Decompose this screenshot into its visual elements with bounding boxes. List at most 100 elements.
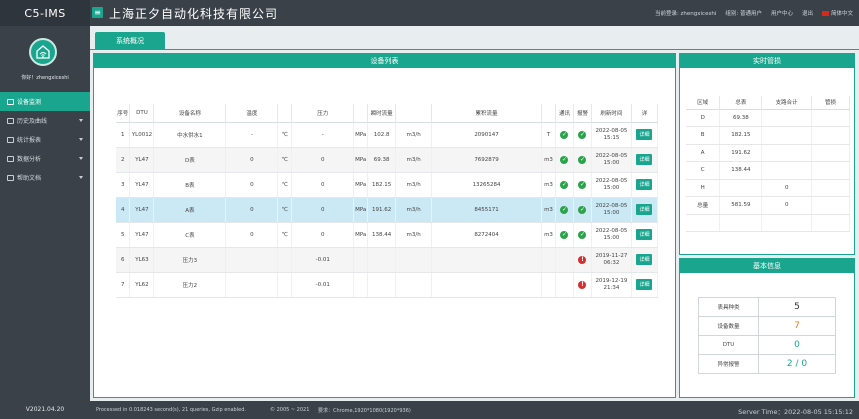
tab-overview[interactable]: 系统概况 xyxy=(95,32,165,50)
detail-button[interactable]: 详细 xyxy=(636,254,653,265)
table-row[interactable]: 3 YL47 B表 0 ℃ 0 MPa 182.15 m3/h 13265284 m3 ✓ ✓ 2022-… xyxy=(116,172,659,198)
table-row[interactable]: 2 YL47 D表 0 ℃ 0 MPa 69.38 m3/h 7692879 m3 ✓ ✓ 2022-08… xyxy=(116,147,659,173)
chevron-down-icon xyxy=(79,138,83,141)
table-row[interactable]: 6 YL63 压力3 -0.01! 2019-11-27 06:32 详细 xyxy=(116,247,659,273)
device-column-header: DTU xyxy=(129,104,155,123)
detail-button[interactable]: 详细 xyxy=(636,279,653,290)
device-cell-total: 2090147 xyxy=(431,122,542,148)
table-row: A 191.62 xyxy=(686,144,850,162)
language-select[interactable]: 简体中文 xyxy=(821,9,853,17)
realtime-cell xyxy=(719,214,763,232)
device-column-header: 累积流量 xyxy=(431,104,542,123)
device-cell-comm: ✓ xyxy=(555,147,574,173)
info-label: 设备数量 xyxy=(698,316,759,336)
table-row[interactable]: 5 YL47 C表 0 ℃ 0 MPa 138.44 m3/h 8272404 m3 ✓ ✓ 2022-0… xyxy=(116,222,659,248)
device-cell-no: 5 xyxy=(116,222,131,248)
device-cell-dtu: YL47 xyxy=(129,172,155,198)
device-cell-alarm: ✓ xyxy=(573,222,592,248)
status-ok-icon: ✓ xyxy=(578,205,587,214)
device-cell-dtu: YL47 xyxy=(129,147,155,173)
realtime-cell xyxy=(811,126,850,145)
detail-button[interactable]: 详细 xyxy=(636,129,653,140)
device-cell-name: 压力3 xyxy=(153,247,227,273)
status-ok-icon: ✓ xyxy=(560,130,569,139)
device-cell-detail: 详细 xyxy=(631,272,659,298)
sidebar-item-label: 历史及曲线 xyxy=(17,118,48,125)
refresh-date: 2019-12-19 xyxy=(595,277,628,284)
sidebar-item-device-monitor[interactable]: 设备监测 xyxy=(0,92,90,111)
device-cell-name: B表 xyxy=(153,172,227,198)
device-cell-temp-unit: ℃ xyxy=(277,147,293,173)
status-alarm-icon: ! xyxy=(578,280,587,289)
basic-info-table: 表具种类 5 设备数量 7 DTU 0 异常报警 2 / 0 xyxy=(698,297,836,374)
device-column-header: 通讯 xyxy=(555,104,574,123)
device-cell-flow-unit xyxy=(395,247,433,273)
realtime-cell xyxy=(761,126,813,145)
detail-button[interactable]: 详细 xyxy=(636,229,653,240)
report-icon xyxy=(7,136,14,143)
realtime-cell: 总量 xyxy=(686,196,721,215)
realtime-cell xyxy=(761,109,813,127)
device-cell-flow: 69.38 xyxy=(367,147,397,173)
device-cell-press-unit: MPa xyxy=(353,147,369,173)
detail-button[interactable]: 详细 xyxy=(636,154,653,165)
device-cell-no: 3 xyxy=(116,172,131,198)
table-row: C 138.44 xyxy=(686,161,850,180)
device-cell-name: D表 xyxy=(153,147,227,173)
realtime-column-header: 支路合计 xyxy=(761,96,813,110)
logout-link[interactable]: 退出 xyxy=(801,11,813,17)
device-list-title: 设备列表 xyxy=(94,54,675,68)
user-center-link[interactable]: 用户中心 xyxy=(770,11,793,17)
realtime-cell xyxy=(811,179,850,197)
device-cell-press-unit: MPa xyxy=(353,172,369,198)
info-row: 异常报警 2 / 0 xyxy=(698,354,836,374)
device-column-header: 序号 xyxy=(116,104,131,123)
device-cell-dtu: YL47 xyxy=(129,197,155,223)
realtime-column-header: 区域 xyxy=(686,96,721,110)
sidebar-item-help[interactable]: 帮助文档 xyxy=(0,168,90,187)
history-icon xyxy=(7,117,14,124)
table-row[interactable]: 1 YL0012 中水供水1- ℃ - MPa 102.8 m3/h 2090147 T ✓ ✓ 202… xyxy=(116,122,659,148)
detail-button[interactable]: 详细 xyxy=(636,179,653,190)
info-row: DTU 0 xyxy=(698,335,836,355)
detail-button[interactable]: 详细 xyxy=(636,204,653,215)
sidebar-item-reports[interactable]: 统计报表 xyxy=(0,130,90,149)
device-cell-name: 压力2 xyxy=(153,272,227,298)
realtime-cell: 138.44 xyxy=(719,161,763,180)
realtime-table-header: 区域 总表 支路合计 管损 xyxy=(686,96,850,110)
table-row[interactable]: 7 YL62 压力2 -0.01! 2019-12-19 21:34 详细 xyxy=(116,272,659,298)
device-cell-total-unit: T xyxy=(541,122,556,148)
table-row[interactable]: 4 YL47 A表 0 ℃ 0 MPa 191.62 m3/h 8455171 m3 ✓ ✓ 2022-0… xyxy=(116,197,659,223)
footer-processed: Processed in 0.018243 second(s), 21 quer… xyxy=(96,407,246,413)
info-label: 异常报警 xyxy=(698,354,759,374)
device-column-header: 刷新时间 xyxy=(591,104,632,123)
refresh-clock: 15:15 xyxy=(603,134,620,141)
device-cell-press: -0.01 xyxy=(291,247,355,273)
china-flag-icon xyxy=(821,11,829,16)
device-column-header xyxy=(277,104,293,123)
device-cell-press: 0 xyxy=(291,172,355,198)
device-cell-alarm: ✓ xyxy=(573,122,592,148)
device-cell-total: 8455171 xyxy=(431,197,542,223)
refresh-date: 2022-08-05 xyxy=(595,127,628,134)
info-value: 0 xyxy=(758,335,836,355)
device-cell-time: 2022-08-05 15:00 xyxy=(591,197,632,223)
footer-copyright: © 2005 ~ 2021 xyxy=(270,407,310,413)
device-cell-no: 1 xyxy=(116,122,131,148)
menu-toggle-button[interactable]: ≡ xyxy=(92,7,103,18)
device-list-panel: 设备列表 序号 DTU 设备名称 温度 压力 瞬时流量 累积流量 通讯 报警 刷新时间详 1 YL0… xyxy=(93,53,676,398)
sidebar-item-history[interactable]: 历史及曲线 xyxy=(0,111,90,130)
device-cell-temp-unit: ℃ xyxy=(277,122,293,148)
device-cell-flow-unit: m3/h xyxy=(395,122,433,148)
device-cell-flow-unit: m3/h xyxy=(395,147,433,173)
device-cell-temp xyxy=(225,272,279,298)
sidebar-item-analysis[interactable]: 数据分析 xyxy=(0,149,90,168)
tab-strip: 系统概况 xyxy=(90,26,859,50)
device-cell-detail: 详细 xyxy=(631,172,659,198)
device-cell-flow-unit: m3/h xyxy=(395,197,433,223)
device-cell-comm: ✓ xyxy=(555,122,574,148)
refresh-date: 2022-08-05 xyxy=(595,202,628,209)
device-column-header xyxy=(541,104,556,123)
device-cell-comm: ✓ xyxy=(555,197,574,223)
